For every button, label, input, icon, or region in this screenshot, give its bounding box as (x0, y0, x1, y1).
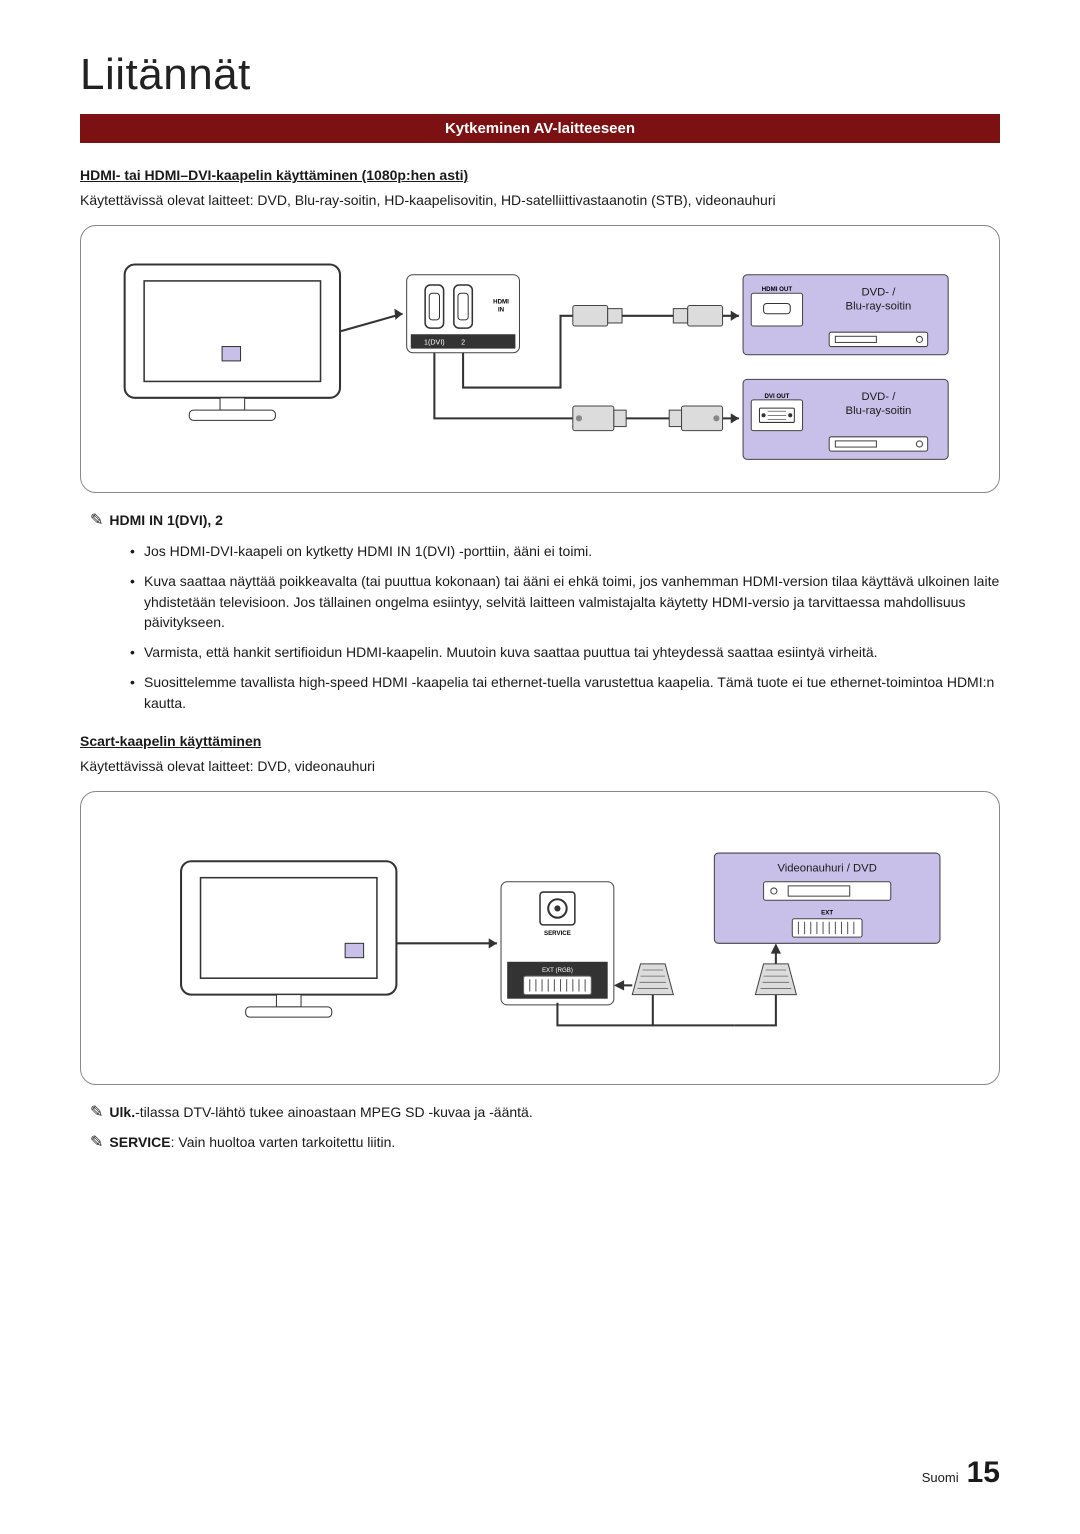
hdmi-diagram: HDMI IN 1(DVI) 2 (80, 225, 1000, 494)
hdmi-devices-line: Käytettävissä olevat laitteet: DVD, Blu-… (80, 191, 1000, 211)
tv-icon (125, 264, 340, 420)
footer-page-number: 15 (967, 1456, 1000, 1490)
footer-language: Suomi (922, 1470, 959, 1485)
service-label: SERVICE (544, 930, 571, 937)
ext-rgb-label: EXT (RGB) (542, 967, 573, 974)
scart-subheading: Scart-kaapelin käyttäminen (80, 733, 1000, 749)
dvi-cable (434, 352, 722, 430)
hdmi-out-label: HDMI OUT (762, 286, 793, 293)
device2-line2: Blu-ray-soitin (846, 405, 912, 417)
hdmi-device-box-2: DVI OUT DVD- / Blu-ray-soitin (743, 379, 948, 459)
hdmi-device-box-1: HDMI OUT DVD- / Blu-ray-soitin (743, 274, 948, 354)
tv-icon (181, 861, 396, 1017)
list-item: Suosittelemme tavallista high-speed HDMI… (130, 672, 1000, 713)
hdmi-port1-label: 1(DVI) (424, 338, 445, 346)
list-item: Kuva saattaa näyttää poikkeavalta (tai p… (130, 571, 1000, 632)
page-footer: Suomi 15 (922, 1456, 1000, 1490)
section-heading: Kytkeminen AV-laitteeseen (80, 114, 1000, 143)
scart-diagram: SERVICE EXT (RGB) (80, 791, 1000, 1085)
scart-port-panel: SERVICE EXT (RGB) (501, 881, 614, 1004)
scart-devices-line: Käytettävissä olevat laitteet: DVD, vide… (80, 757, 1000, 777)
ext-label: EXT (821, 909, 833, 916)
dvi-out-label: DVI OUT (764, 392, 789, 399)
note-icon: ✎ (90, 1103, 103, 1122)
hdmi-subheading: HDMI- tai HDMI–DVI-kaapelin käyttäminen … (80, 167, 1000, 183)
device1-line1: DVD- / (862, 286, 897, 298)
scart-note-ulk: ✎ Ulk.-tilassa DTV-lähtö tukee ainoastaa… (90, 1103, 1000, 1123)
hdmi-port2-label: 2 (461, 338, 465, 346)
device1-line2: Blu-ray-soitin (846, 300, 912, 312)
scart-note-service: ✎ SERVICE: Vain huoltoa varten tarkoitet… (90, 1133, 1000, 1153)
hdmi-note-heading: ✎ HDMI IN 1(DVI), 2 (90, 511, 1000, 531)
scart-device-box: Videonauhuri / DVD EXT (714, 853, 940, 943)
list-item: Jos HDMI-DVI-kaapeli on kytketty HDMI IN… (130, 541, 1000, 561)
list-item: Varmista, että hankit sertifioidun HDMI-… (130, 642, 1000, 662)
note-icon: ✎ (90, 1133, 103, 1152)
hdmi-port-panel: HDMI IN 1(DVI) 2 (407, 274, 520, 352)
hdmi-bullet-list: Jos HDMI-DVI-kaapeli on kytketty HDMI IN… (130, 541, 1000, 713)
hdmi-in-label: HDMI (493, 298, 509, 305)
page-title: Liitännät (80, 50, 1000, 100)
scart-device-title: Videonauhuri / DVD (777, 862, 876, 874)
svg-text:IN: IN (498, 306, 505, 313)
device2-line1: DVD- / (862, 390, 897, 402)
note-icon: ✎ (90, 511, 103, 530)
